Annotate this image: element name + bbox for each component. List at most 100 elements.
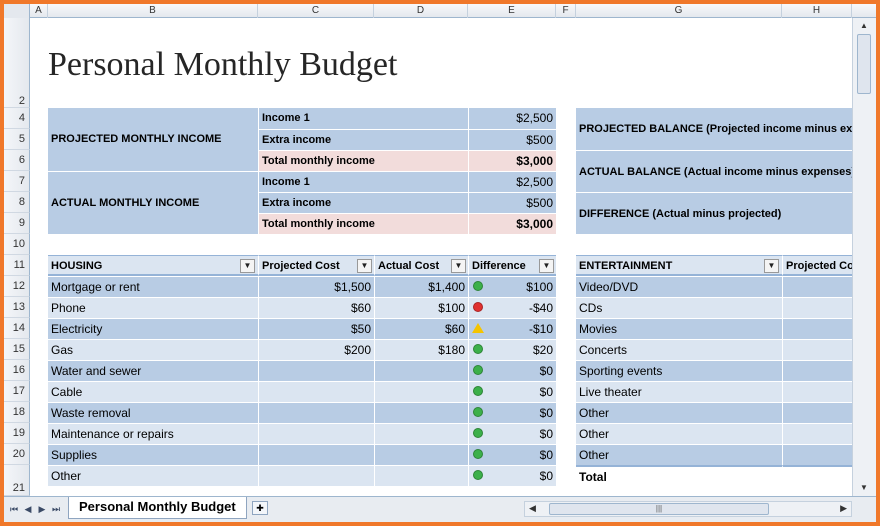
row-header-18[interactable]: 18 bbox=[4, 402, 30, 423]
row-header-16[interactable]: 16 bbox=[4, 360, 30, 381]
entertainment-row-name[interactable]: Live theater bbox=[576, 381, 782, 402]
entertainment-row-projected[interactable] bbox=[782, 276, 852, 297]
entertainment-row-projected[interactable] bbox=[782, 402, 852, 423]
housing-row-name[interactable]: Other bbox=[48, 465, 258, 486]
prev-sheet-icon[interactable]: ◀ bbox=[24, 504, 32, 514]
row-header-11[interactable]: 11 bbox=[4, 255, 30, 276]
row-header-5[interactable]: 5 bbox=[4, 129, 30, 150]
entertainment-row-projected[interactable] bbox=[782, 423, 852, 444]
row-header-20[interactable]: 20 bbox=[4, 444, 30, 465]
first-sheet-icon[interactable]: ⏮ bbox=[9, 504, 19, 514]
row-header-15[interactable]: 15 bbox=[4, 339, 30, 360]
housing-row-name[interactable]: Phone bbox=[48, 297, 258, 318]
row-header-12[interactable]: 12 bbox=[4, 276, 30, 297]
housing-row-actual[interactable]: $100 bbox=[374, 297, 468, 318]
entertainment-row-name[interactable]: Concerts bbox=[576, 339, 782, 360]
scroll-down-arrow-icon[interactable]: ▼ bbox=[860, 483, 868, 492]
row-header-19[interactable]: 19 bbox=[4, 423, 30, 444]
projected-cost-filter-dropdown[interactable]: ▼ bbox=[357, 259, 372, 273]
column-header-g[interactable]: G bbox=[576, 4, 782, 18]
projected-income1-value[interactable]: $2,500 bbox=[468, 108, 556, 129]
projected-extra-value[interactable]: $500 bbox=[468, 129, 556, 150]
housing-row-actual[interactable]: $1,400 bbox=[374, 276, 468, 297]
entertainment-row-name[interactable]: Other bbox=[576, 444, 782, 465]
row-header-8[interactable]: 8 bbox=[4, 192, 30, 213]
housing-row-name[interactable]: Maintenance or repairs bbox=[48, 423, 258, 444]
scroll-up-arrow-icon[interactable]: ▲ bbox=[860, 21, 868, 30]
entertainment-filter-dropdown[interactable]: ▼ bbox=[764, 259, 779, 273]
scroll-left-arrow-icon[interactable]: ◀ bbox=[529, 503, 536, 513]
actual-income1-value[interactable]: $2,500 bbox=[468, 171, 556, 192]
row-header-7[interactable]: 7 bbox=[4, 171, 30, 192]
column-header-e[interactable]: E bbox=[468, 4, 556, 18]
housing-row-actual[interactable] bbox=[374, 423, 468, 444]
housing-row-actual[interactable] bbox=[374, 402, 468, 423]
housing-row-projected[interactable] bbox=[258, 381, 374, 402]
housing-row-name[interactable]: Electricity bbox=[48, 318, 258, 339]
actual-cost-filter-dropdown[interactable]: ▼ bbox=[451, 259, 466, 273]
column-header-d[interactable]: D bbox=[374, 4, 468, 18]
row-header-6[interactable]: 6 bbox=[4, 150, 30, 171]
housing-row-name[interactable]: Waste removal bbox=[48, 402, 258, 423]
difference-filter-dropdown[interactable]: ▼ bbox=[539, 259, 554, 273]
horizontal-scroll-thumb[interactable]: ||| bbox=[549, 503, 769, 515]
housing-row-actual[interactable]: $180 bbox=[374, 339, 468, 360]
entertainment-row-projected[interactable] bbox=[782, 318, 852, 339]
housing-row-actual[interactable]: $60 bbox=[374, 318, 468, 339]
column-header-h[interactable]: H bbox=[782, 4, 852, 18]
housing-row-projected[interactable] bbox=[258, 423, 374, 444]
housing-row-actual[interactable] bbox=[374, 444, 468, 465]
entertainment-row-projected[interactable] bbox=[782, 297, 852, 318]
row-header-2[interactable]: 2 bbox=[4, 18, 30, 108]
entertainment-row-name[interactable]: Other bbox=[576, 402, 782, 423]
vertical-scrollbar[interactable]: ▲ ▼ bbox=[852, 18, 876, 496]
row-header-9[interactable]: 9 bbox=[4, 213, 30, 234]
column-header-c[interactable]: C bbox=[258, 4, 374, 18]
column-header-a[interactable]: A bbox=[30, 4, 48, 18]
actual-extra-value[interactable]: $500 bbox=[468, 192, 556, 213]
entertainment-row-name[interactable]: CDs bbox=[576, 297, 782, 318]
housing-row-projected[interactable]: $60 bbox=[258, 297, 374, 318]
housing-row-actual[interactable] bbox=[374, 465, 468, 486]
housing-row-projected[interactable] bbox=[258, 465, 374, 486]
row-header-10[interactable]: 10 bbox=[4, 234, 30, 255]
row-header-4[interactable]: 4 bbox=[4, 108, 30, 129]
housing-row-projected[interactable] bbox=[258, 402, 374, 423]
entertainment-row-name[interactable]: Movies bbox=[576, 318, 782, 339]
horizontal-scrollbar[interactable]: ◀ ||| ▶ bbox=[524, 501, 852, 517]
housing-row-projected[interactable]: $200 bbox=[258, 339, 374, 360]
entertainment-row-projected[interactable] bbox=[782, 360, 852, 381]
entertainment-row-projected[interactable] bbox=[782, 465, 852, 486]
column-header-f[interactable]: F bbox=[556, 4, 576, 18]
housing-row-name[interactable]: Cable bbox=[48, 381, 258, 402]
column-header-b[interactable]: B bbox=[48, 4, 258, 18]
housing-row-actual[interactable] bbox=[374, 360, 468, 381]
sheet-tab-personal-monthly-budget[interactable]: Personal Monthly Budget bbox=[68, 497, 247, 519]
housing-row-name[interactable]: Mortgage or rent bbox=[48, 276, 258, 297]
next-sheet-icon[interactable]: ▶ bbox=[38, 504, 46, 514]
sheet-grid[interactable]: Personal Monthly Budget PROJECTED MONTHL… bbox=[30, 18, 852, 496]
entertainment-row-projected[interactable] bbox=[782, 339, 852, 360]
entertainment-row-name[interactable]: Video/DVD bbox=[576, 276, 782, 297]
row-header-14[interactable]: 14 bbox=[4, 318, 30, 339]
row-header-13[interactable]: 13 bbox=[4, 297, 30, 318]
vertical-scroll-thumb[interactable] bbox=[857, 34, 871, 94]
select-all-corner[interactable] bbox=[4, 4, 30, 18]
row-header-17[interactable]: 17 bbox=[4, 381, 30, 402]
entertainment-row-projected[interactable] bbox=[782, 444, 852, 465]
scroll-right-arrow-icon[interactable]: ▶ bbox=[840, 503, 847, 513]
housing-row-projected[interactable] bbox=[258, 444, 374, 465]
housing-row-name[interactable]: Water and sewer bbox=[48, 360, 258, 381]
housing-row-projected[interactable] bbox=[258, 360, 374, 381]
housing-row-actual[interactable] bbox=[374, 381, 468, 402]
entertainment-row-projected[interactable] bbox=[782, 381, 852, 402]
last-sheet-icon[interactable]: ⏭ bbox=[51, 504, 61, 514]
entertainment-row-name[interactable]: Other bbox=[576, 423, 782, 444]
housing-row-projected[interactable]: $50 bbox=[258, 318, 374, 339]
housing-row-name[interactable]: Supplies bbox=[48, 444, 258, 465]
entertainment-row-name[interactable]: Sporting events bbox=[576, 360, 782, 381]
housing-row-name[interactable]: Gas bbox=[48, 339, 258, 360]
insert-sheet-icon[interactable]: ✚ bbox=[252, 501, 268, 515]
housing-filter-dropdown[interactable]: ▼ bbox=[240, 259, 255, 273]
entertainment-total-label[interactable]: Total bbox=[576, 465, 782, 486]
